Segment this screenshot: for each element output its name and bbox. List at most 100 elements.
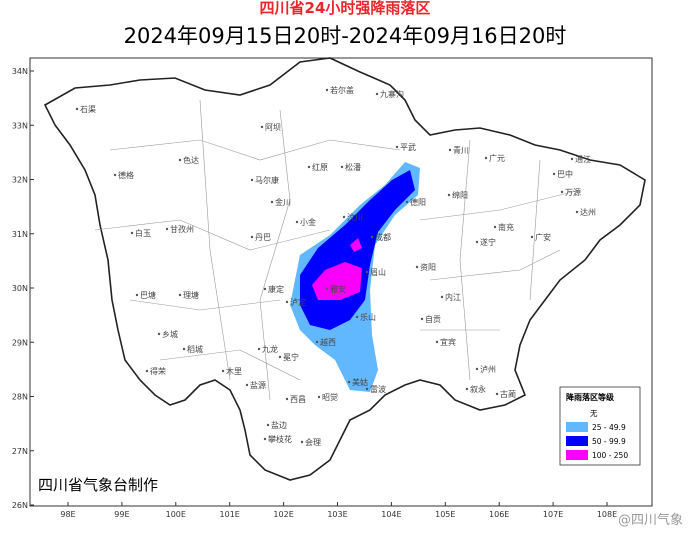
place-label: 松潘 [345,162,361,172]
legend-swatch [566,422,588,432]
place-dot [260,125,264,129]
place-dot [178,293,182,297]
place-dot [325,287,329,291]
place-label: 内江 [445,292,461,302]
place-dot [285,300,289,304]
lat-tick-label: 33N [12,121,28,130]
place-dot [355,315,359,319]
lat-tick-label: 31N [12,230,28,239]
place-label: 遂宁 [480,237,496,247]
place-label: 泸州 [480,364,496,374]
lat-tick-label: 32N [12,176,28,185]
place-label: 乡城 [162,330,178,339]
place-label: 越西 [320,337,336,347]
lon-tick-label: 106E [489,510,509,519]
place-dot [182,347,186,351]
place-dot [145,369,149,373]
credit: 四川省气象台制作 [38,476,158,494]
lat-tick-label: 26N [12,501,28,510]
place-dot [395,145,399,149]
place-dot [365,387,369,391]
place-label: 色达 [183,155,199,165]
place-label: 理塘 [183,290,199,300]
county-borders [94,99,581,401]
lon-tick-label: 107E [543,510,563,519]
place-label: 绵阳 [452,190,468,200]
place-label: 达州 [580,207,596,217]
legend-label: 50 - 99.9 [592,437,626,446]
place-label: 青川 [453,145,469,155]
place-label: 雷波 [370,384,386,394]
legend-swatch [566,450,588,460]
place-dot [465,387,469,391]
place-dot [300,440,304,444]
place-label: 宜宾 [440,337,456,347]
place-dot [250,178,254,182]
place-dot [475,240,479,244]
place-label: 万源 [565,188,581,197]
place-dot [263,437,267,441]
place-label: 昭觉 [322,392,338,402]
legend-title: 降雨落区等级 [566,392,615,402]
lat-tick-label: 28N [12,393,28,402]
place-dot [447,193,451,197]
place-label: 红原 [312,162,328,172]
legend-label: 无 [590,409,598,418]
place-dot [484,156,488,160]
place-dot [75,107,79,111]
title: 四川省24小时强降雨落区 [260,0,431,17]
lat-tick-label: 27N [12,447,28,456]
legend-label: 100 - 250 [592,451,628,460]
watermark: @四川气象 [618,512,683,528]
place-label: 古蔺 [500,389,516,399]
place-label: 九寨沟 [380,89,404,99]
place-dot [266,423,270,427]
place-dot [257,347,261,351]
legend-swatch [566,436,588,446]
place-dot [365,270,369,274]
place-dot [415,265,419,269]
place-dot [317,395,321,399]
place-dot [295,220,299,224]
place-label: 九龙 [262,344,278,354]
rain-100-250 [312,262,362,300]
place-dot [165,227,169,231]
place-label: 雅安 [330,284,346,294]
place-label: 石渠 [80,104,96,114]
place-label: 白玉 [135,228,151,238]
place-dot [135,293,139,297]
place-label: 盐边 [271,420,287,430]
place-label: 得荣 [150,366,166,376]
place-label: 冕宁 [283,352,299,362]
lon-tick-label: 102E [273,510,293,519]
place-dot [405,200,409,204]
place-dot [347,380,351,384]
place-label: 汶川 [347,212,363,222]
place-label: 稻城 [187,344,203,354]
credit-box [34,474,174,496]
place-label: 小金 [300,217,316,227]
place-label: 眉山 [370,267,386,277]
lon-tick-label: 108E [597,510,617,519]
place-label: 乐山 [360,312,376,322]
place-label: 成都 [375,232,391,242]
place-label: 巴塘 [140,290,156,300]
place-label: 马尔康 [255,175,279,185]
place-dot [495,392,499,396]
place-label: 通江 [575,154,591,164]
place-label: 阿坝 [265,123,281,132]
lon-tick-label: 101E [220,510,240,519]
place-label: 广安 [535,232,551,242]
place-label: 丹巴 [255,233,271,242]
place-dot [552,172,556,176]
map-frame [29,57,653,507]
lon-tick-label: 103E [327,510,347,519]
lon-tick-label: 98E [60,510,75,519]
lat-tick-label: 30N [12,284,28,293]
place-dot [448,148,452,152]
place-label: 巴中 [557,169,573,179]
place-label: 盐源 [250,380,266,390]
place-label: 广元 [489,153,505,163]
place-label: 美姑 [352,377,368,387]
